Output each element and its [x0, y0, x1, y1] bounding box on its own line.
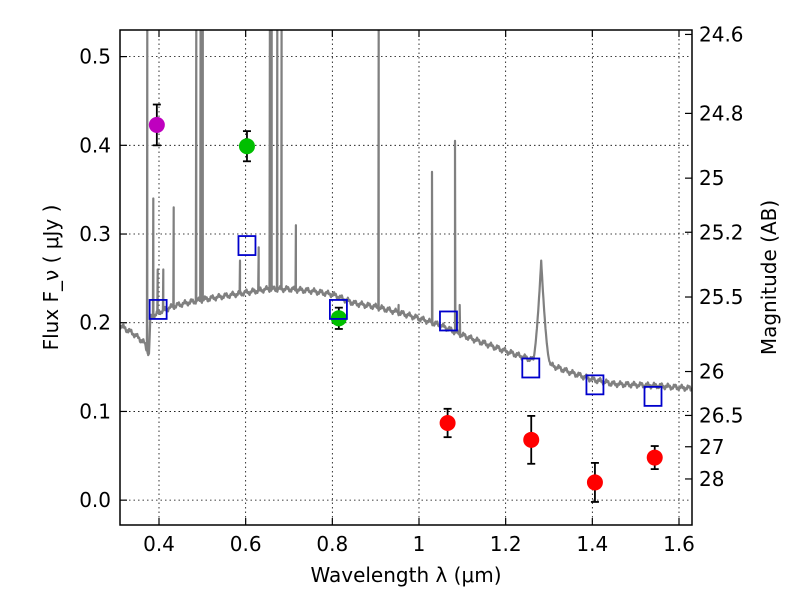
photometry_red-point [586, 474, 603, 491]
y-tick-label: 0.0 [79, 488, 111, 512]
y-tick-label: 0.2 [79, 311, 111, 335]
y-axis-ticks: 0.0 0.1 0.2 0.3 0.4 0.5 [79, 45, 127, 512]
y-tick-label: 0.1 [79, 399, 111, 423]
right-axis-label: Magnitude (AB) [757, 200, 781, 355]
x-axis-label: Wavelength λ (μm) [310, 563, 501, 587]
model_photometry-point [643, 385, 663, 407]
spectrum-line [120, 30, 692, 392]
model_photometry-point [148, 299, 168, 320]
grid-lines [120, 30, 692, 525]
right-axis-ticks: 24.6 24.8 25 25.2 25.5 26 26.5 27 28 [685, 22, 744, 491]
model_photometry-point [439, 310, 458, 332]
model_photometry-point [237, 235, 257, 256]
x-axis-ticks: 0.4 0.6 0.8 1 1.2 1.4 1.6 [143, 30, 695, 556]
x-tick-label: 1.6 [663, 532, 695, 556]
right-tick-label: 28 [699, 467, 724, 491]
photometry_red-point [646, 449, 663, 466]
right-tick-label: 25.5 [699, 285, 744, 309]
x-tick-label: 1.4 [576, 532, 608, 556]
right-tick-label: 26.5 [699, 403, 744, 427]
right-tick-label: 27 [699, 435, 724, 459]
photometry_red-point [523, 431, 540, 448]
y-tick-label: 0.3 [79, 222, 111, 246]
y-tick-label: 0.4 [79, 133, 111, 157]
right-tick-label: 25 [699, 166, 724, 190]
data-points [148, 103, 663, 503]
right-tick-label: 24.6 [699, 22, 744, 46]
right-tick-label: 25.2 [699, 220, 744, 244]
y-axis-label: Flux F_ν ( μJy ) [39, 205, 63, 351]
y-tick-label: 0.5 [79, 45, 111, 69]
photometry_purple-point [148, 116, 165, 133]
model_photometry-point [521, 357, 541, 379]
plot-frame [119, 29, 693, 526]
photometry_green-point [238, 138, 255, 155]
x-tick-label: 0.4 [143, 532, 175, 556]
x-tick-label: 0.8 [316, 532, 348, 556]
x-tick-label: 1.2 [490, 532, 522, 556]
model-spectrum [120, 30, 692, 392]
right-tick-label: 24.8 [699, 101, 744, 125]
x-tick-label: 0.6 [230, 532, 262, 556]
model_photometry-point [328, 299, 348, 320]
photometry_red-point [439, 414, 456, 431]
right-tick-label: 26 [699, 360, 724, 384]
x-tick-label: 1 [413, 532, 426, 556]
model_photometry-point [585, 374, 605, 396]
